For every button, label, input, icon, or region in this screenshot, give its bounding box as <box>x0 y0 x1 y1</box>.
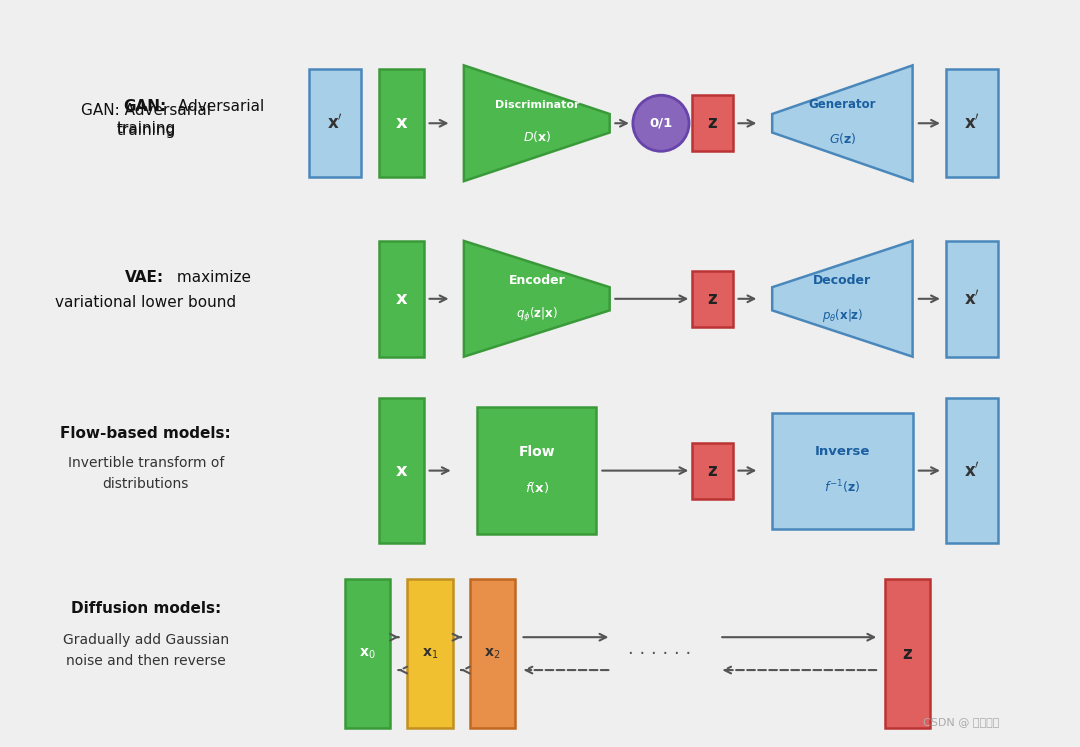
Text: variational lower bound: variational lower bound <box>55 295 237 310</box>
Text: $\mathbf{x}_0$: $\mathbf{x}_0$ <box>359 646 376 661</box>
Text: · · · · · ·: · · · · · · <box>629 645 691 663</box>
Bar <box>772 412 913 529</box>
Text: $f(\mathbf{x})$: $f(\mathbf{x})$ <box>525 480 549 495</box>
Text: Generator: Generator <box>809 98 876 111</box>
Text: noise and then reverse: noise and then reverse <box>66 654 226 668</box>
Bar <box>477 407 596 534</box>
Text: $\mathbf{x}$: $\mathbf{x}$ <box>395 114 408 132</box>
Bar <box>379 69 424 178</box>
Text: $p_\theta(\mathbf{x}|\mathbf{z})$: $p_\theta(\mathbf{x}|\mathbf{z})$ <box>822 307 863 323</box>
Bar <box>407 579 453 728</box>
Ellipse shape <box>633 95 689 152</box>
Bar <box>885 579 930 728</box>
Text: $\mathbf{z}$: $\mathbf{z}$ <box>707 114 718 132</box>
Text: Flow-based models:: Flow-based models: <box>60 426 231 441</box>
Text: $\mathbf{x'}$: $\mathbf{x'}$ <box>964 461 980 480</box>
Polygon shape <box>772 241 913 357</box>
Text: $\mathbf{x}_1$: $\mathbf{x}_1$ <box>421 646 438 661</box>
Bar <box>946 398 998 544</box>
Text: Invertible transform of: Invertible transform of <box>68 456 224 470</box>
Polygon shape <box>464 66 609 182</box>
Text: Encoder: Encoder <box>509 273 565 287</box>
Bar <box>946 69 998 178</box>
Text: $\mathbf{z}$: $\mathbf{z}$ <box>707 290 718 308</box>
Bar <box>379 398 424 544</box>
Text: $D(\mathbf{x})$: $D(\mathbf{x})$ <box>523 129 551 144</box>
Bar <box>692 271 733 327</box>
Text: $\mathbf{z}$: $\mathbf{z}$ <box>902 645 913 663</box>
Text: Adversarial: Adversarial <box>173 99 264 114</box>
Text: 0/1: 0/1 <box>649 117 673 130</box>
Text: $\mathbf{x'}$: $\mathbf{x'}$ <box>327 114 342 133</box>
Text: $f^{-1}(\mathbf{z})$: $f^{-1}(\mathbf{z})$ <box>824 478 861 496</box>
Polygon shape <box>464 241 609 357</box>
Text: CSDN @ 上杉翔二: CSDN @ 上杉翔二 <box>923 717 999 728</box>
Text: Flow: Flow <box>518 445 555 459</box>
Text: $\mathbf{z}$: $\mathbf{z}$ <box>707 462 718 480</box>
Text: $\mathbf{x}$: $\mathbf{x}$ <box>395 462 408 480</box>
Text: $G(\mathbf{z})$: $G(\mathbf{z})$ <box>828 131 856 146</box>
Text: Diffusion models:: Diffusion models: <box>70 601 221 616</box>
Text: GAN:: GAN: <box>123 99 166 114</box>
Bar <box>309 69 361 178</box>
Text: training: training <box>117 123 175 138</box>
Text: VAE:: VAE: <box>125 270 164 285</box>
Text: Inverse: Inverse <box>814 445 870 459</box>
Text: Decoder: Decoder <box>813 273 872 287</box>
Text: Discriminator: Discriminator <box>495 99 579 110</box>
Text: distributions: distributions <box>103 477 189 491</box>
Text: $\mathbf{x'}$: $\mathbf{x'}$ <box>964 114 980 133</box>
Text: $\mathbf{x}_2$: $\mathbf{x}_2$ <box>484 646 501 661</box>
Text: $\mathbf{x}$: $\mathbf{x}$ <box>395 290 408 308</box>
Text: Gradually add Gaussian: Gradually add Gaussian <box>63 633 229 647</box>
Bar <box>946 241 998 357</box>
Text: $q_\phi(\mathbf{z}|\mathbf{x})$: $q_\phi(\mathbf{z}|\mathbf{x})$ <box>516 306 557 324</box>
Bar <box>692 96 733 152</box>
Bar <box>470 579 515 728</box>
Bar <box>692 442 733 499</box>
Text: $\mathbf{x'}$: $\mathbf{x'}$ <box>964 289 980 309</box>
Bar <box>379 241 424 357</box>
Polygon shape <box>772 66 913 182</box>
Text: maximize: maximize <box>172 270 251 285</box>
Text: GAN: Adversarial
training: GAN: Adversarial training <box>81 103 211 136</box>
Bar <box>345 579 390 728</box>
